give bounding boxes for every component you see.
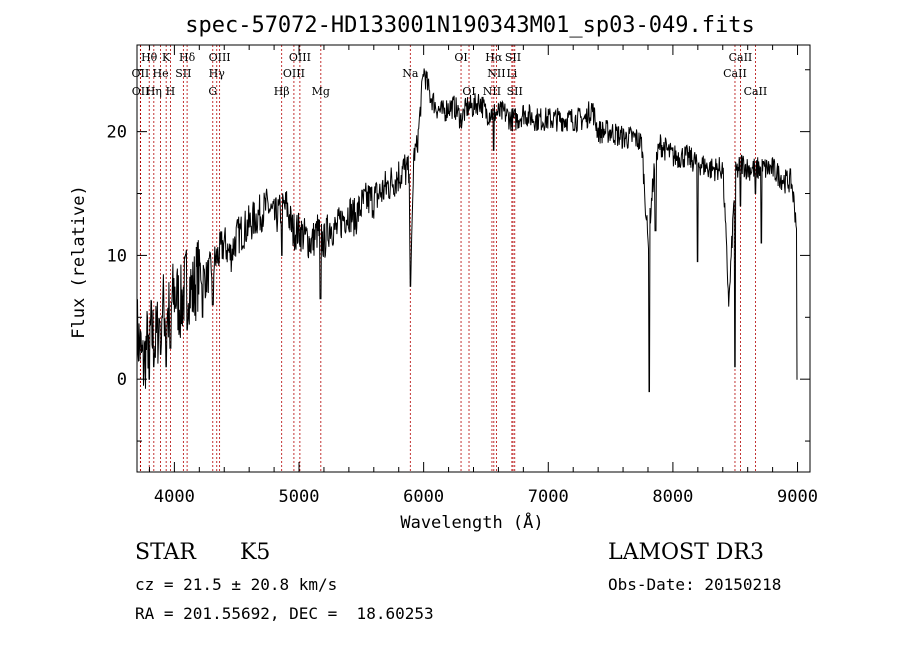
line-label-11: SII: [175, 67, 191, 80]
y-tick-label-0: 0: [117, 370, 127, 390]
spectrum-line: [136, 68, 798, 393]
line-label-16: Li: [506, 67, 517, 80]
line-label-9: OII: [132, 67, 150, 80]
line-label-20: H: [166, 85, 176, 98]
y-tick-label-2: 20: [107, 123, 127, 143]
emission-line-markers: [139, 45, 756, 472]
x-axis-label: Wavelength (Å): [400, 511, 543, 533]
line-label-21: G: [208, 85, 217, 98]
line-label-17: CaII: [723, 67, 747, 80]
line-label-2: Hδ: [179, 51, 196, 64]
line-label-13: OIII: [283, 67, 305, 80]
observation-date: Obs-Date: 20150218: [608, 575, 782, 594]
line-label-3: OIII: [209, 51, 231, 64]
x-tick-label-0: 4000: [154, 487, 195, 507]
object-class: STAR: [135, 540, 196, 565]
line-label-15: NII: [487, 67, 505, 80]
x-axis-ticks: 4000 5000 6000 7000 8000 9000: [148, 45, 818, 507]
line-label-24: OI: [462, 85, 475, 98]
line-label-22: Hβ: [274, 85, 290, 98]
line-label-7: SII: [505, 51, 521, 64]
y-axis-label: Flux (relative): [69, 185, 89, 339]
redshift-readout: cz = 21.5 ± 20.8 km/s: [135, 575, 338, 594]
line-label-19: Hη: [146, 85, 162, 98]
line-label-18: OII: [132, 85, 150, 98]
line-label-14: Na: [402, 67, 419, 80]
x-tick-label-4: 8000: [652, 487, 693, 507]
x-tick-label-3: 7000: [528, 487, 569, 507]
x-tick-label-2: 6000: [403, 487, 444, 507]
line-label-5: OI: [454, 51, 467, 64]
line-label-8: CaII: [729, 51, 753, 64]
line-label-10: He: [153, 67, 169, 80]
survey-label: LAMOST DR3: [608, 540, 764, 565]
line-label-25: NII: [483, 85, 501, 98]
line-label-6: Hα: [485, 51, 503, 64]
x-tick-label-1: 5000: [279, 487, 320, 507]
line-label-27: CaII: [744, 85, 768, 98]
y-axis-ticks: 0 10 20: [107, 69, 810, 442]
object-subclass: K5: [240, 540, 271, 565]
line-label-1: K: [162, 51, 171, 64]
line-label-4: OIII: [289, 51, 311, 64]
chart-title: spec-57072-HD133001N190343M01_sp03-049.f…: [185, 13, 755, 38]
line-label-12: Hγ: [209, 67, 226, 80]
line-label-0: Hθ: [141, 51, 158, 64]
line-label-26: SII: [507, 85, 523, 98]
x-tick-label-5: 9000: [777, 487, 818, 507]
coordinates-readout: RA = 201.55692, DEC = 18.60253: [135, 604, 434, 623]
y-tick-label-1: 10: [107, 246, 127, 266]
line-label-23: Mg: [312, 85, 330, 98]
